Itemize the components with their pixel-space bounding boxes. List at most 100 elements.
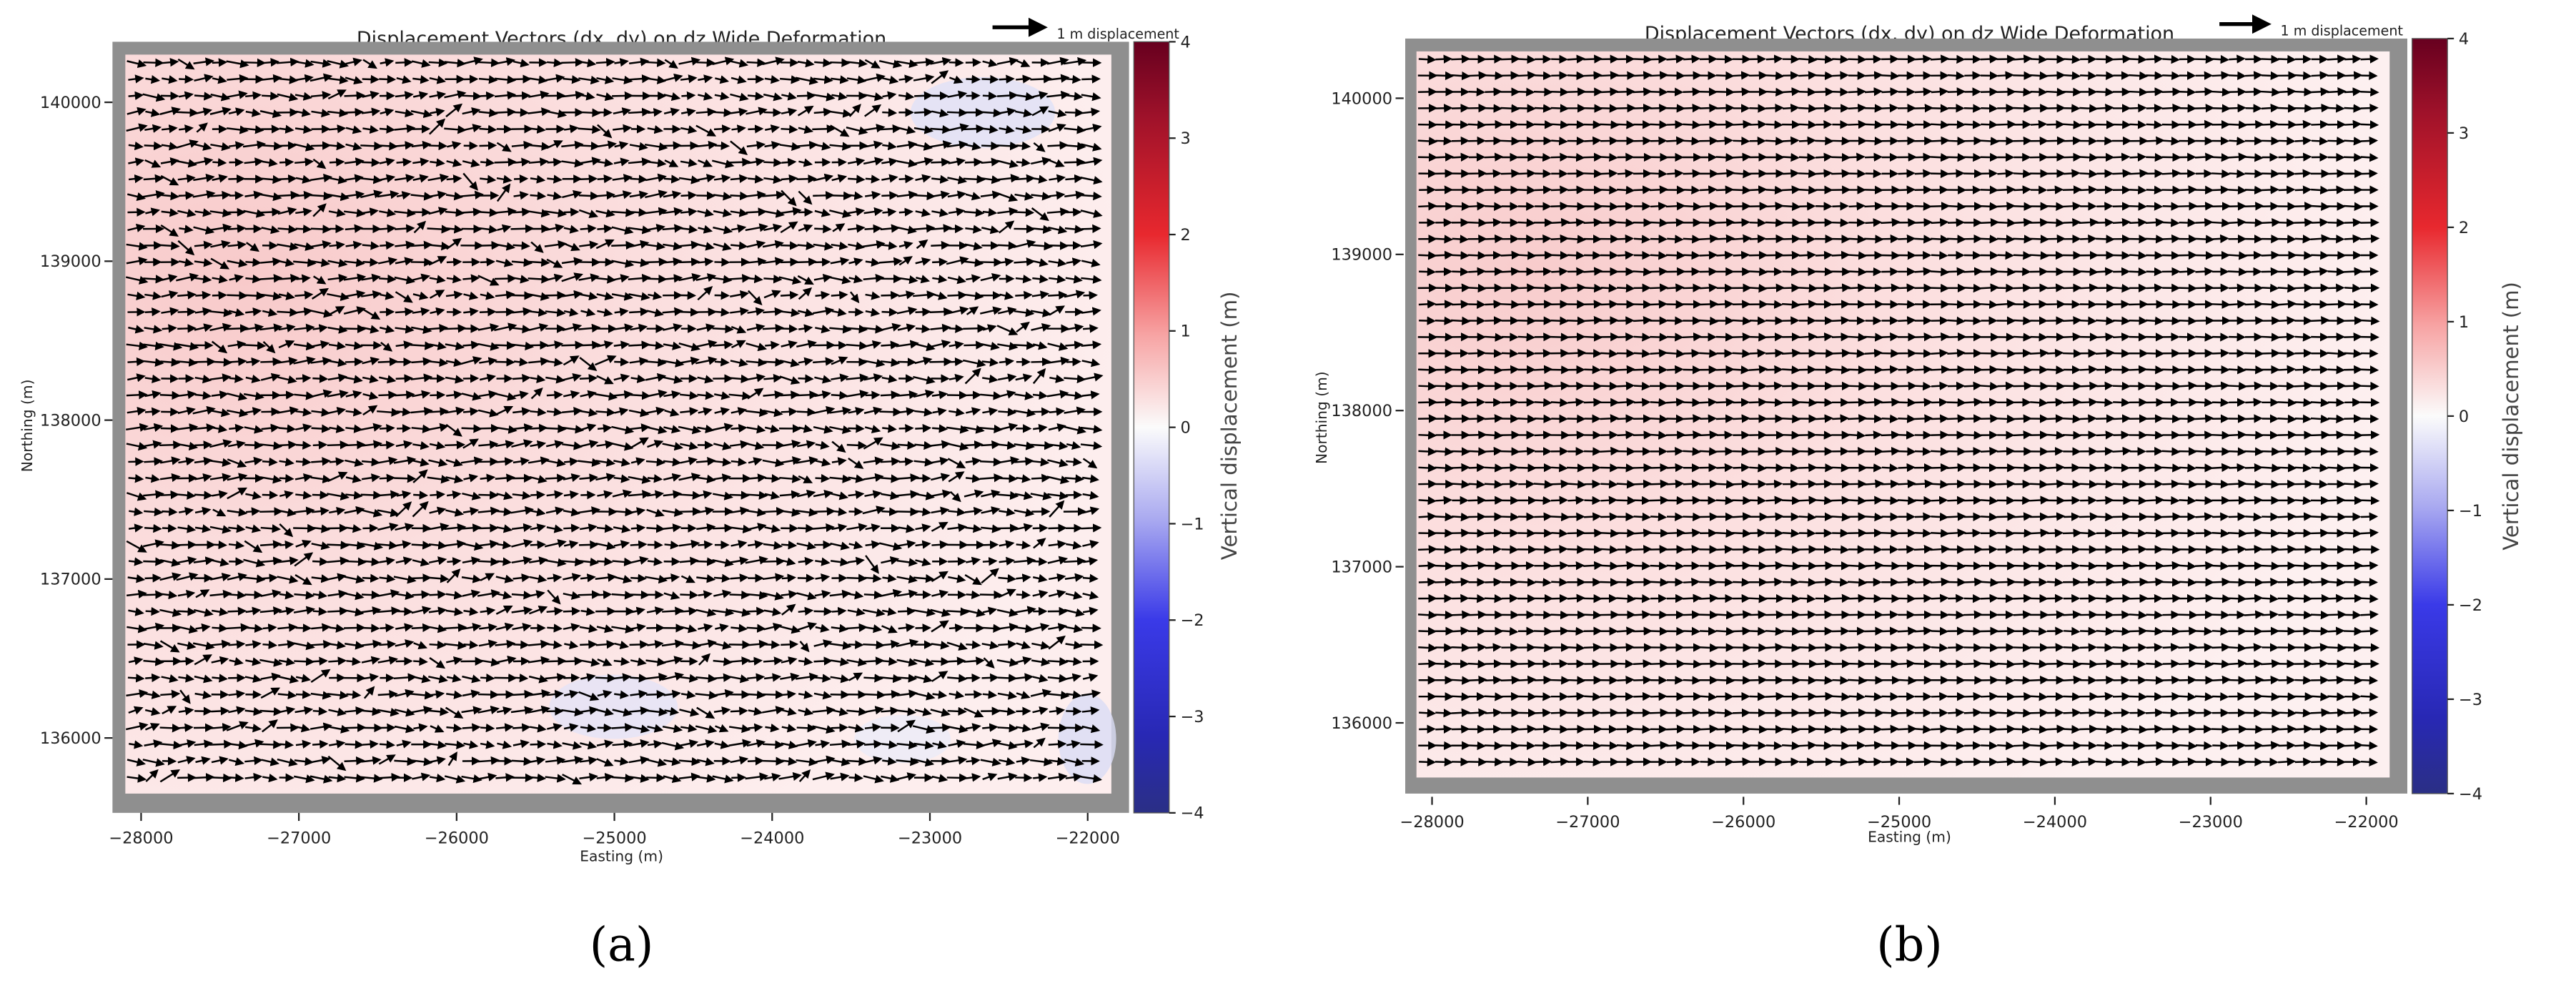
displacement-vector [143, 275, 165, 284]
displacement-vector [2062, 120, 2083, 129]
displacement-vector [629, 307, 650, 317]
displacement-vector [2145, 495, 2165, 505]
displacement-vector [2046, 757, 2065, 766]
displacement-vector [2161, 578, 2181, 587]
displacement-vector [2277, 300, 2297, 309]
displacement-vector [2113, 724, 2131, 734]
displacement-vector [1930, 332, 1950, 342]
displacement-vector [1501, 512, 1520, 522]
displacement-vector [295, 374, 312, 383]
displacement-vector [2244, 202, 2264, 211]
displacement-vector [2277, 284, 2297, 293]
displacement-vector [1500, 169, 1520, 178]
displacement-vector [1815, 577, 1834, 587]
displacement-vector [1418, 577, 1437, 587]
displacement-vector [2146, 512, 2164, 522]
displacement-vector [495, 358, 515, 367]
displacement-vector [2146, 104, 2164, 113]
displacement-vector [1980, 382, 1999, 391]
displacement-vector [981, 440, 1001, 450]
displacement-vector [1898, 185, 1916, 194]
displacement-vector [377, 142, 398, 151]
displacement-vector [2327, 267, 2346, 277]
displacement-vector [1683, 676, 1701, 685]
displacement-vector [963, 324, 986, 333]
displacement-vector [2327, 349, 2347, 358]
displacement-vector [1748, 267, 1768, 277]
displacement-vector [2228, 659, 2247, 669]
displacement-vector [2227, 120, 2248, 129]
displacement-vector [1600, 152, 1618, 162]
displacement-vector [1550, 316, 1569, 325]
displacement-vector [2277, 545, 2297, 554]
displacement-vector [2360, 447, 2379, 456]
displacement-vector [227, 357, 247, 366]
displacement-vector [2029, 495, 2049, 505]
displacement-vector [1947, 218, 1966, 227]
displacement-vector [2327, 692, 2346, 701]
displacement-vector [2262, 757, 2279, 766]
displacement-vector [127, 674, 145, 683]
displacement-vector [764, 640, 781, 649]
displacement-vector [2344, 381, 2362, 390]
displacement-vector [1451, 251, 1470, 260]
displacement-vector [2211, 381, 2230, 390]
displacement-vector [1931, 495, 1948, 506]
displacement-vector [1468, 267, 1487, 276]
displacement-vector [360, 142, 383, 151]
displacement-vector [1583, 218, 1603, 227]
displacement-vector [1649, 283, 1669, 292]
displacement-vector [1417, 545, 1438, 554]
displacement-vector [932, 424, 948, 433]
displacement-vector [1931, 104, 1950, 113]
displacement-vector [2112, 643, 2132, 653]
displacement-vector [262, 457, 278, 467]
displacement-vector [162, 324, 177, 333]
displacement-vector [1814, 691, 1834, 701]
displacement-vector [629, 640, 649, 649]
displacement-vector [2046, 381, 2066, 391]
displacement-vector [2261, 463, 2281, 473]
displacement-vector [1633, 235, 1651, 244]
displacement-vector [1468, 185, 1486, 195]
displacement-vector [1600, 169, 1618, 178]
displacement-vector [2013, 169, 2032, 179]
displacement-vector [2096, 741, 2114, 751]
displacement-vector [1650, 169, 1668, 179]
displacement-vector [1583, 545, 1603, 554]
displacement-vector [2327, 610, 2347, 619]
displacement-vector [1749, 610, 1767, 619]
displacement-vector [763, 158, 783, 167]
displacement-vector [1948, 708, 1965, 717]
displacement-vector [1665, 349, 1685, 358]
displacement-vector [882, 108, 898, 117]
displacement-vector [229, 773, 244, 783]
displacement-vector [2080, 234, 2097, 244]
displacement-vector [2327, 512, 2347, 522]
displacement-vector [160, 241, 180, 250]
displacement-vector [1616, 578, 1635, 587]
displacement-vector [2228, 103, 2246, 113]
displacement-vector [1435, 545, 1454, 554]
displacement-vector [1417, 398, 1438, 407]
displacement-vector [1732, 349, 1751, 358]
displacement-vector [1064, 108, 1084, 117]
displacement-vector [2112, 283, 2131, 293]
displacement-vector [2112, 691, 2131, 701]
displacement-vector [1616, 480, 1636, 489]
displacement-vector [2294, 283, 2314, 292]
displacement-vector [1898, 169, 1916, 178]
displacement-vector [1848, 267, 1868, 277]
displacement-vector [479, 141, 497, 150]
displacement-vector [2344, 643, 2363, 652]
displacement-vector [848, 640, 864, 649]
displacement-vector [2294, 741, 2313, 750]
displacement-vector [1963, 381, 1983, 390]
displacement-vector [1815, 479, 1833, 489]
displacement-vector [2211, 185, 2230, 194]
displacement-vector [879, 408, 902, 417]
displacement-vector [2178, 610, 2199, 620]
displacement-vector [2062, 349, 2083, 358]
displacement-vector [1782, 103, 1800, 113]
displacement-vector [898, 423, 914, 433]
